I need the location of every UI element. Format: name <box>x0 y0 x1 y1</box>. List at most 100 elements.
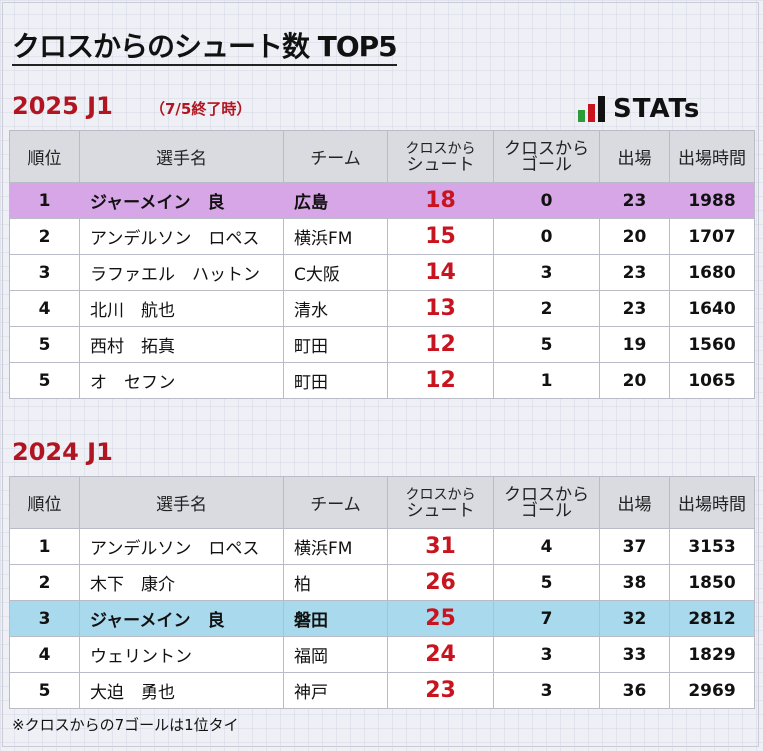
team-cell: 町田 <box>283 362 388 399</box>
table-row: 1 ジャーメイン 良広島 18 0 23 1988 <box>9 182 755 219</box>
header-rank: 順位 <box>9 476 80 529</box>
header-rank: 順位 <box>9 130 80 183</box>
player-name-cell: 木下 康介 <box>79 564 284 601</box>
player-name-cell: ジャーメイン 良 <box>79 600 284 637</box>
cross-shots-cell: 15 <box>387 218 494 255</box>
player-name-cell: ラファエル ハットン <box>79 254 284 291</box>
team-cell: 町田 <box>283 326 388 363</box>
header-team: チーム <box>283 476 388 529</box>
rank-cell: 1 <box>9 528 80 565</box>
cross-goals-cell: 5 <box>493 326 600 363</box>
appearances-cell: 36 <box>599 672 670 709</box>
rank-cell: 5 <box>9 362 80 399</box>
minutes-cell: 1560 <box>669 326 755 363</box>
cross-shots-cell: 12 <box>387 326 494 363</box>
header-goals: クロスから ゴール <box>493 130 600 183</box>
table-row: 5 西村 拓真 町田 12 5 19 1560 <box>9 326 755 363</box>
table-row: 1 アンデルソン ロペス 横浜FM 31 4 37 3153 <box>9 528 755 565</box>
header-name: 選手名 <box>79 476 284 529</box>
minutes-cell: 2812 <box>669 600 755 637</box>
player-name-cell: ウェリントン <box>79 636 284 673</box>
table-row: 5 大迫 勇也 神戸 23 3 36 2969 <box>9 672 755 709</box>
team-cell: 清水 <box>283 290 388 327</box>
rank-cell: 4 <box>9 290 80 327</box>
header-minutes: 出場時間 <box>669 476 755 529</box>
team-cell: 横浜FM <box>283 528 388 565</box>
minutes-cell: 1988 <box>669 182 755 219</box>
cross-shots-cell: 31 <box>387 528 494 565</box>
table-row: 2 木下 康介柏 26 5 38 1850 <box>9 564 755 601</box>
appearances-cell: 19 <box>599 326 670 363</box>
team-cell: 広島 <box>283 182 388 219</box>
team-cell: 神戸 <box>283 672 388 709</box>
cross-shots-cell: 12 <box>387 362 494 399</box>
table-row: 4 北川 航也 清水 13 2 23 1640 <box>9 290 755 327</box>
player-name-cell: アンデルソン ロペス <box>79 528 284 565</box>
appearances-cell: 20 <box>599 218 670 255</box>
logo-text: STATs <box>613 94 701 124</box>
cross-goals-cell: 7 <box>493 600 600 637</box>
cross-shots-cell: 18 <box>387 182 494 219</box>
cross-shots-cell: 13 <box>387 290 494 327</box>
minutes-cell: 1707 <box>669 218 755 255</box>
minutes-cell: 1829 <box>669 636 755 673</box>
minutes-cell: 1680 <box>669 254 755 291</box>
header-shots: クロスから シュート <box>387 476 494 529</box>
section-2024-title: 2024 J1 <box>12 438 113 466</box>
minutes-cell: 1640 <box>669 290 755 327</box>
player-name-cell: 西村 拓真 <box>79 326 284 363</box>
cross-goals-cell: 3 <box>493 672 600 709</box>
section-2025-title: 2025 J1 <box>12 92 113 120</box>
rank-cell: 1 <box>9 182 80 219</box>
logo-bar-black <box>598 96 605 122</box>
table-row: 3 ラファエル ハットン C大阪 14 3 23 1680 <box>9 254 755 291</box>
appearances-cell: 23 <box>599 290 670 327</box>
table-row: 3 ジャーメイン 良磐田 25 7 32 2812 <box>9 600 755 637</box>
player-name-cell: オ セフン <box>79 362 284 399</box>
cross-goals-cell: 3 <box>493 636 600 673</box>
table-row: 2 アンデルソン ロペス 横浜FM 15 0 20 1707 <box>9 218 755 255</box>
page-title: クロスからのシュート数 TOP5 <box>12 30 398 66</box>
cross-goals-cell: 3 <box>493 254 600 291</box>
appearances-cell: 37 <box>599 528 670 565</box>
cross-goals-cell: 2 <box>493 290 600 327</box>
header-shots: クロスから シュート <box>387 130 494 183</box>
rank-cell: 3 <box>9 254 80 291</box>
team-cell: 福岡 <box>283 636 388 673</box>
cross-goals-cell: 5 <box>493 564 600 601</box>
rank-cell: 2 <box>9 218 80 255</box>
rank-cell: 4 <box>9 636 80 673</box>
header-apps: 出場 <box>599 130 670 183</box>
rank-cell: 5 <box>9 672 80 709</box>
minutes-cell: 2969 <box>669 672 755 709</box>
logo-bars-icon <box>578 96 605 122</box>
cross-goals-cell: 0 <box>493 182 600 219</box>
minutes-cell: 3153 <box>669 528 755 565</box>
cross-goals-cell: 1 <box>493 362 600 399</box>
cross-shots-cell: 26 <box>387 564 494 601</box>
logo-bar-green <box>578 110 585 122</box>
team-cell: 横浜FM <box>283 218 388 255</box>
minutes-cell: 1065 <box>669 362 755 399</box>
minutes-cell: 1850 <box>669 564 755 601</box>
cross-shots-cell: 23 <box>387 672 494 709</box>
header-apps: 出場 <box>599 476 670 529</box>
cross-shots-cell: 14 <box>387 254 494 291</box>
rank-cell: 3 <box>9 600 80 637</box>
appearances-cell: 32 <box>599 600 670 637</box>
cross-goals-cell: 4 <box>493 528 600 565</box>
team-cell: 柏 <box>283 564 388 601</box>
appearances-cell: 23 <box>599 182 670 219</box>
table-row: 4 ウェリントン 福岡 24 3 33 1829 <box>9 636 755 673</box>
header-name: 選手名 <box>79 130 284 183</box>
appearances-cell: 20 <box>599 362 670 399</box>
player-name-cell: 大迫 勇也 <box>79 672 284 709</box>
footnote: ※クロスからの7ゴールは1位タイ <box>12 716 239 734</box>
stats-logo: STATs <box>578 90 700 122</box>
header-goals: クロスから ゴール <box>493 476 600 529</box>
appearances-cell: 38 <box>599 564 670 601</box>
table-header-row: 順位 選手名 チーム クロスから シュート クロスから ゴール 出場 出場時間 <box>9 476 755 529</box>
